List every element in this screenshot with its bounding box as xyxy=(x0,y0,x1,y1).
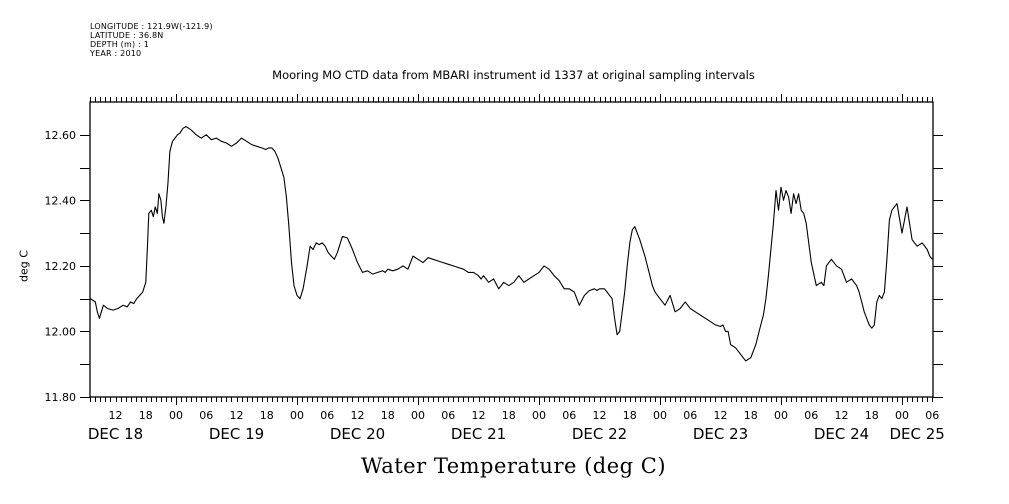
x-hour-tick-label: 06 xyxy=(199,409,213,422)
x-hour-tick-label: 12 xyxy=(109,409,123,422)
x-hour-tick-label: 18 xyxy=(139,409,153,422)
x-day-label: DEC 19 xyxy=(209,425,264,443)
x-hour-tick-label: 18 xyxy=(260,409,274,422)
meta-year: YEAR : 2010 xyxy=(90,49,142,58)
x-hour-tick-label: 06 xyxy=(320,409,334,422)
x-hour-tick-label: 18 xyxy=(744,409,758,422)
x-day-label: DEC 25 xyxy=(889,425,944,443)
metadata-block: LONGITUDE : 121.9W(-121.9) LATITUDE : 36… xyxy=(90,22,213,58)
x-hour-tick-label: 00 xyxy=(895,409,909,422)
x-hour-tick-label: 18 xyxy=(502,409,516,422)
x-axis-label: Water Temperature (deg C) xyxy=(360,454,667,478)
y-tick-label: 12.60 xyxy=(45,129,77,142)
x-hour-tick-label: 18 xyxy=(623,409,637,422)
x-day-label: DEC 18 xyxy=(88,425,143,443)
x-hour-tick-label: 18 xyxy=(381,409,395,422)
x-hour-tick-label: 06 xyxy=(925,409,939,422)
chart-title: Mooring MO CTD data from MBARI instrumen… xyxy=(272,68,755,82)
x-hour-tick-label: 06 xyxy=(683,409,697,422)
x-hour-tick-label: 12 xyxy=(230,409,244,422)
x-hour-tick-label: 06 xyxy=(441,409,455,422)
y-tick-label: 12.40 xyxy=(45,194,77,207)
x-hour-tick-label: 00 xyxy=(290,409,304,422)
x-day-label: DEC 21 xyxy=(451,425,506,443)
x-day-label: DEC 20 xyxy=(330,425,385,443)
x-hour-tick-label: 00 xyxy=(774,409,788,422)
x-hour-tick-label: 06 xyxy=(804,409,818,422)
y-tick-label: 12.20 xyxy=(45,260,77,273)
meta-latitude: LATITUDE : 36.8N xyxy=(90,31,164,40)
x-hour-tick-label: 12 xyxy=(472,409,486,422)
meta-longitude: LONGITUDE : 121.9W(-121.9) xyxy=(90,22,213,31)
x-hour-tick-label: 00 xyxy=(169,409,183,422)
y-tick-label: 12.00 xyxy=(45,325,77,338)
x-day-label: DEC 23 xyxy=(693,425,748,443)
x-hour-tick-label: 18 xyxy=(865,409,879,422)
x-hour-tick-label: 00 xyxy=(532,409,546,422)
x-hour-tick-label: 00 xyxy=(653,409,667,422)
x-hour-tick-label: 06 xyxy=(562,409,576,422)
x-hour-tick-label: 12 xyxy=(714,409,728,422)
x-hour-tick-label: 12 xyxy=(351,409,365,422)
x-hour-tick-label: 00 xyxy=(411,409,425,422)
y-tick-label: 11.80 xyxy=(45,391,77,404)
x-day-label: DEC 22 xyxy=(572,425,627,443)
plot-frame xyxy=(89,101,934,398)
x-hour-tick-label: 12 xyxy=(835,409,849,422)
series-line-water-temperature xyxy=(90,126,933,362)
meta-depth: DEPTH (m) : 1 xyxy=(90,40,149,49)
x-hour-tick-label: 12 xyxy=(593,409,607,422)
x-day-label: DEC 24 xyxy=(814,425,869,443)
